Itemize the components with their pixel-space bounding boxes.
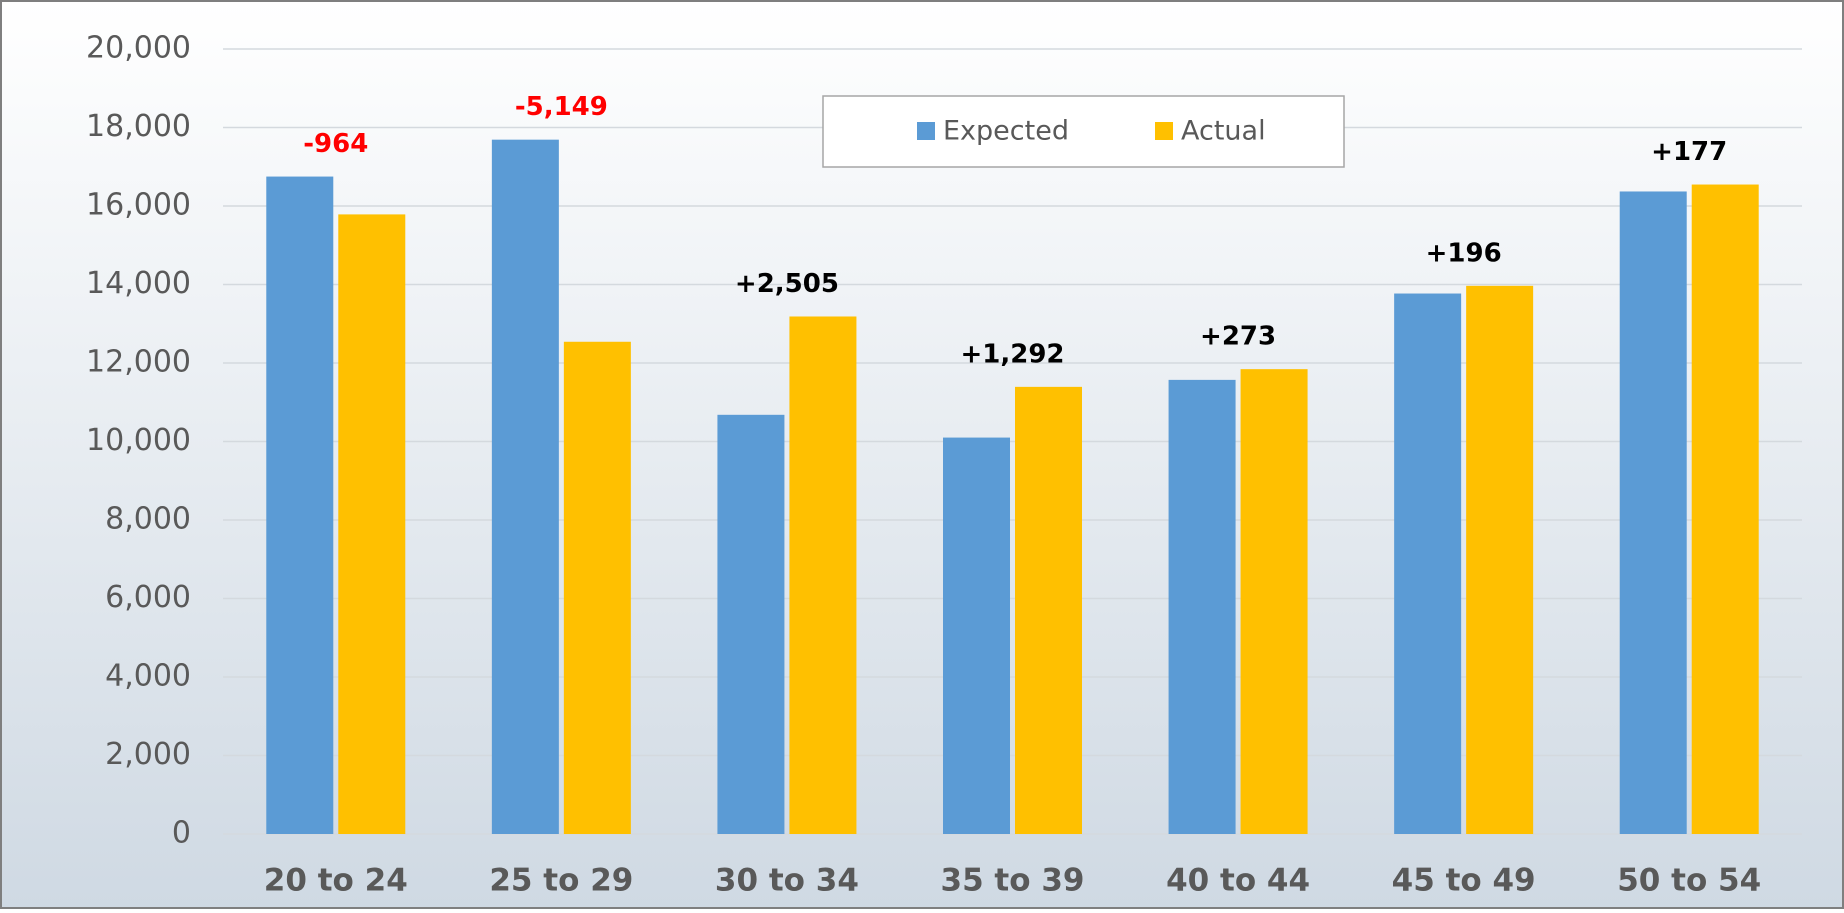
bar (1466, 285, 1534, 835)
bar (1168, 379, 1236, 834)
x-tick-label: 35 to 39 (941, 863, 1085, 899)
y-tick-label: 0 (172, 816, 191, 851)
y-tick-label: 8,000 (105, 502, 191, 537)
bar (1240, 369, 1308, 834)
difference-label: +177 (1651, 137, 1727, 167)
legend-box (822, 95, 1345, 168)
bar (266, 176, 334, 834)
y-tick-label: 10,000 (86, 423, 191, 458)
bar (563, 341, 631, 834)
bar (338, 214, 406, 834)
bar (789, 316, 857, 834)
y-tick-label: 2,000 (105, 737, 191, 772)
bar (1394, 293, 1462, 835)
y-tick-label: 12,000 (86, 345, 191, 380)
bar (943, 437, 1010, 834)
difference-label: +2,505 (735, 269, 839, 299)
difference-label: +196 (1426, 238, 1502, 268)
x-tick-label: 25 to 29 (489, 863, 633, 899)
y-tick-label: 4,000 (105, 659, 191, 694)
y-tick-label: 18,000 (86, 109, 191, 144)
x-tick-label: 45 to 49 (1392, 863, 1536, 899)
legend-swatch (1155, 122, 1173, 140)
bar (717, 414, 785, 834)
bar (491, 139, 559, 835)
legend: Expected Actual (917, 116, 1266, 147)
legend-label: Actual (1181, 116, 1266, 147)
labels: 0 2,000 4,000 6,000 8,000 10,000 12,000 14,000 1… (86, 31, 1761, 899)
y-tick-label: 16,000 (86, 188, 191, 223)
difference-label: +273 (1200, 322, 1276, 352)
y-tick-label: 20,000 (86, 31, 191, 66)
bar (1619, 191, 1687, 835)
bar (1691, 184, 1759, 834)
difference-label: +1,292 (960, 339, 1064, 369)
y-tick-label: 14,000 (86, 266, 191, 301)
difference-label: -5,149 (515, 92, 608, 122)
x-tick-label: 30 to 34 (715, 863, 859, 899)
difference-label: -964 (303, 129, 368, 159)
legend-label: Expected (943, 116, 1069, 147)
bar (1015, 386, 1082, 834)
bars (266, 139, 1759, 835)
x-tick-label: 20 to 24 (264, 863, 408, 899)
legend-swatch (917, 122, 935, 140)
x-tick-label: 50 to 54 (1617, 863, 1761, 899)
y-tick-label: 6,000 (105, 580, 191, 615)
x-tick-label: 40 to 44 (1166, 863, 1310, 899)
